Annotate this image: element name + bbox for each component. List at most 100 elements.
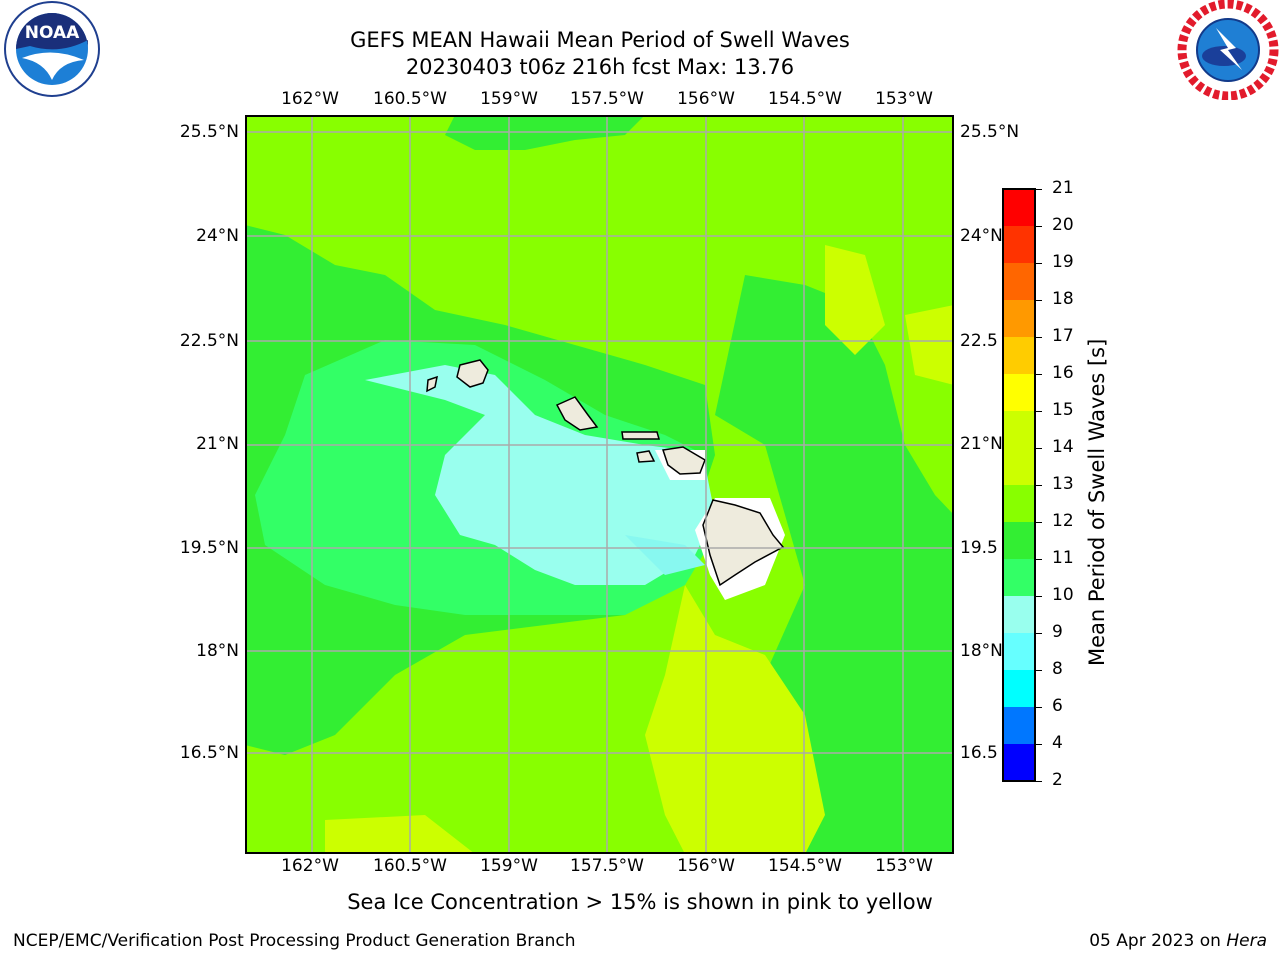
- map-subtitle: 20230403 t06z 216h fcst Max: 13.76: [405, 55, 795, 79]
- colorbar-tick-label: 4: [1052, 733, 1063, 753]
- lat-tick-left: 22.5°N: [179, 331, 239, 351]
- colorbar-segment: [1003, 485, 1035, 523]
- colorbar-tick-mark: [1036, 410, 1042, 412]
- lon-tick-bottom: 157.5°W: [570, 856, 644, 876]
- lon-tick-top: 160.5°W: [373, 89, 447, 109]
- map-frame: [245, 115, 954, 854]
- lon-tick-top: 154.5°W: [768, 89, 842, 109]
- colorbar-tick-label: 9: [1052, 622, 1063, 642]
- sea-ice-caption: Sea Ice Concentration > 15% is shown in …: [347, 890, 933, 914]
- colorbar-tick-mark: [1036, 225, 1042, 227]
- lon-tick-bottom: 160.5°W: [373, 856, 447, 876]
- lon-tick-top: 159°W: [480, 89, 538, 109]
- colorbar-tick-mark: [1036, 669, 1042, 671]
- colorbar-tick-label: 18: [1052, 289, 1074, 309]
- colorbar-tick-label: 14: [1052, 437, 1074, 457]
- island-lanai: [636, 450, 656, 463]
- colorbar-tick-mark: [1036, 780, 1042, 782]
- colorbar-tick-label: 17: [1052, 326, 1074, 346]
- colorbar-tick-label: 13: [1052, 474, 1074, 494]
- lat-tick-left: 24°N: [196, 226, 239, 246]
- colorbar-tick-label: 19: [1052, 252, 1074, 272]
- lat-tick-right: 21°N: [960, 434, 1003, 454]
- colorbar-tick-mark: [1036, 706, 1042, 708]
- nws-logo: [1177, 0, 1279, 100]
- lat-tick-right: 18°N: [960, 641, 1003, 661]
- colorbar-segment: [1003, 522, 1035, 560]
- lon-tick-top: 157.5°W: [570, 89, 644, 109]
- colorbar-tick-mark: [1036, 632, 1042, 634]
- colorbar-segment: [1003, 559, 1035, 597]
- lat-tick-right: 25.5°N: [960, 122, 1020, 142]
- footer-host: Hera: [1226, 931, 1267, 951]
- footer-date-text: 05 Apr 2023 on: [1089, 931, 1227, 951]
- lat-tick-left: 21°N: [196, 434, 239, 454]
- contour-paleyan-inner: [625, 535, 705, 575]
- island-hawaii: [702, 499, 785, 587]
- lon-tick-bottom: 162°W: [281, 856, 339, 876]
- colorbar-segment: [1003, 263, 1035, 301]
- lon-tick-top: 162°W: [281, 89, 339, 109]
- colorbar-segment: [1003, 744, 1035, 782]
- colorbar-tick-mark: [1036, 262, 1042, 264]
- colorbar-tick-mark: [1036, 743, 1042, 745]
- colorbar-segment: [1003, 707, 1035, 745]
- contour-yellowgreen-sw: [325, 815, 475, 854]
- contour-paleyan: [365, 365, 715, 585]
- footer-credit: NCEP/EMC/Verification Post Processing Pr…: [13, 931, 576, 951]
- island-oahu: [555, 396, 599, 431]
- colorbar-tick-mark: [1036, 299, 1042, 301]
- colorbar-segment: [1003, 633, 1035, 671]
- colorbar-tick-label: 11: [1052, 548, 1074, 568]
- island-molokai: [621, 431, 660, 440]
- colorbar-segment: [1003, 411, 1035, 449]
- colorbar-tick-label: 6: [1052, 696, 1063, 716]
- noaa-logo: NOAA: [4, 1, 100, 97]
- colorbar-segment: [1003, 337, 1035, 375]
- lat-tick-right: 19.5: [960, 538, 998, 558]
- contour-yellowgreen-ne: [825, 245, 885, 355]
- lon-tick-top: 153°W: [875, 89, 933, 109]
- colorbar: [1002, 188, 1036, 782]
- lat-tick-left: 16.5°N: [179, 743, 239, 763]
- lat-tick-left: 18°N: [196, 641, 239, 661]
- noaa-logo-text: NOAA: [25, 23, 80, 43]
- island-maui: [662, 446, 706, 475]
- colorbar-tick-label: 16: [1052, 363, 1074, 383]
- lon-tick-bottom: 159°W: [480, 856, 538, 876]
- lon-tick-bottom: 156°W: [677, 856, 735, 876]
- colorbar-tick-mark: [1036, 447, 1042, 449]
- colorbar-segment: [1003, 670, 1035, 708]
- colorbar-tick-mark: [1036, 336, 1042, 338]
- lat-tick-right: 24°N: [960, 226, 1003, 246]
- colorbar-segment: [1003, 189, 1035, 227]
- lat-tick-right: 16.5: [960, 743, 998, 763]
- lon-tick-bottom: 154.5°W: [768, 856, 842, 876]
- colorbar-tick-mark: [1036, 595, 1042, 597]
- footer-date: 05 Apr 2023 on Hera: [1089, 931, 1267, 951]
- graticule: [245, 115, 954, 854]
- colorbar-tick-mark: [1036, 558, 1042, 560]
- island-niihau: [426, 375, 438, 393]
- colorbar-tick-mark: [1036, 373, 1042, 375]
- colorbar-segment: [1003, 448, 1035, 486]
- colorbar-label: Mean Period of Swell Waves [s]: [1085, 338, 1109, 666]
- lat-tick-left: 19.5°N: [179, 538, 239, 558]
- colorbar-tick-mark: [1036, 484, 1042, 486]
- colorbar-tick-mark: [1036, 188, 1042, 190]
- lat-tick-left: 25.5°N: [179, 122, 239, 142]
- colorbar-segment: [1003, 374, 1035, 412]
- island-kauai: [456, 359, 489, 388]
- colorbar-tick-label: 2: [1052, 770, 1063, 790]
- colorbar-segment: [1003, 300, 1035, 338]
- contour-yellowgreen-south: [645, 585, 825, 854]
- colorbar-tick-label: 15: [1052, 400, 1074, 420]
- lon-tick-bottom: 153°W: [875, 856, 933, 876]
- colorbar-frame: [1002, 188, 1036, 782]
- map-title: GEFS MEAN Hawaii Mean Period of Swell Wa…: [350, 28, 850, 52]
- colorbar-tick-label: 21: [1052, 178, 1074, 198]
- colorbar-segment: [1003, 596, 1035, 634]
- colorbar-tick-label: 10: [1052, 585, 1074, 605]
- colorbar-tick-label: 20: [1052, 215, 1074, 235]
- colorbar-tick-label: 8: [1052, 659, 1063, 679]
